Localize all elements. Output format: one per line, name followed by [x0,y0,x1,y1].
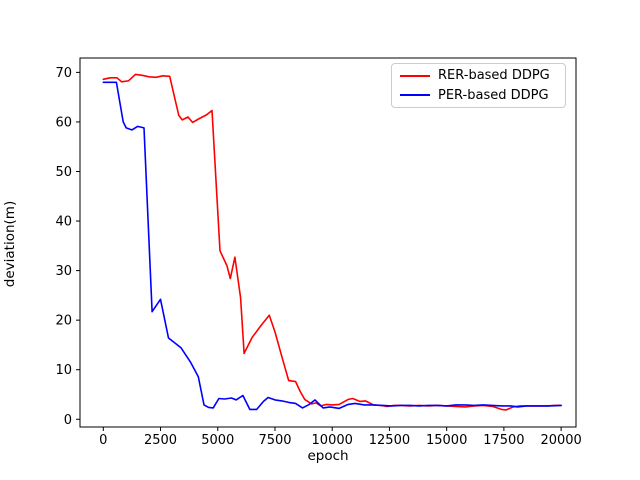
y-axis-tick-label: 10 [55,363,72,378]
x-axis-tick-label: 12500 [369,433,410,448]
per-line-swatch [400,94,430,97]
per-ddpg-line [102,81,562,411]
rer-line-swatch [400,74,430,77]
x-axis-tick-label: 17500 [483,433,524,448]
legend-label-rer: RER-based DDPG [438,68,550,84]
y-axis-tick-label: 0 [64,413,72,428]
legend-label-per: PER-based DDPG [438,87,549,103]
x-axis-tick-label: 15000 [426,433,467,448]
x-axis-label: epoch [307,448,349,464]
y-axis-tick-label: 60 [55,115,72,130]
y-axis-label: deviation(m) [2,200,18,288]
x-axis-tick-label: 5000 [201,433,234,448]
rer-ddpg-line [102,73,562,411]
plot-border [79,57,577,428]
legend-entry-rer: RER-based DDPG [400,66,557,85]
legend-entry-per: PER-based DDPG [400,86,557,105]
x-axis-tick-label: 7500 [258,433,291,448]
y-axis-tick-label: 40 [55,215,72,230]
x-axis-tick-label: 10000 [312,433,353,448]
x-axis-tick-label: 20000 [540,433,581,448]
y-axis-tick-label: 20 [55,314,72,329]
x-axis-tick-label: 0 [99,433,107,448]
legend: RER-based DDPG PER-based DDPG [391,63,566,108]
y-axis-tick-label: 50 [55,165,72,180]
x-axis-tick-label: 2500 [144,433,177,448]
y-axis-tick-label: 70 [55,66,72,81]
y-axis-tick-label: 30 [55,264,72,279]
